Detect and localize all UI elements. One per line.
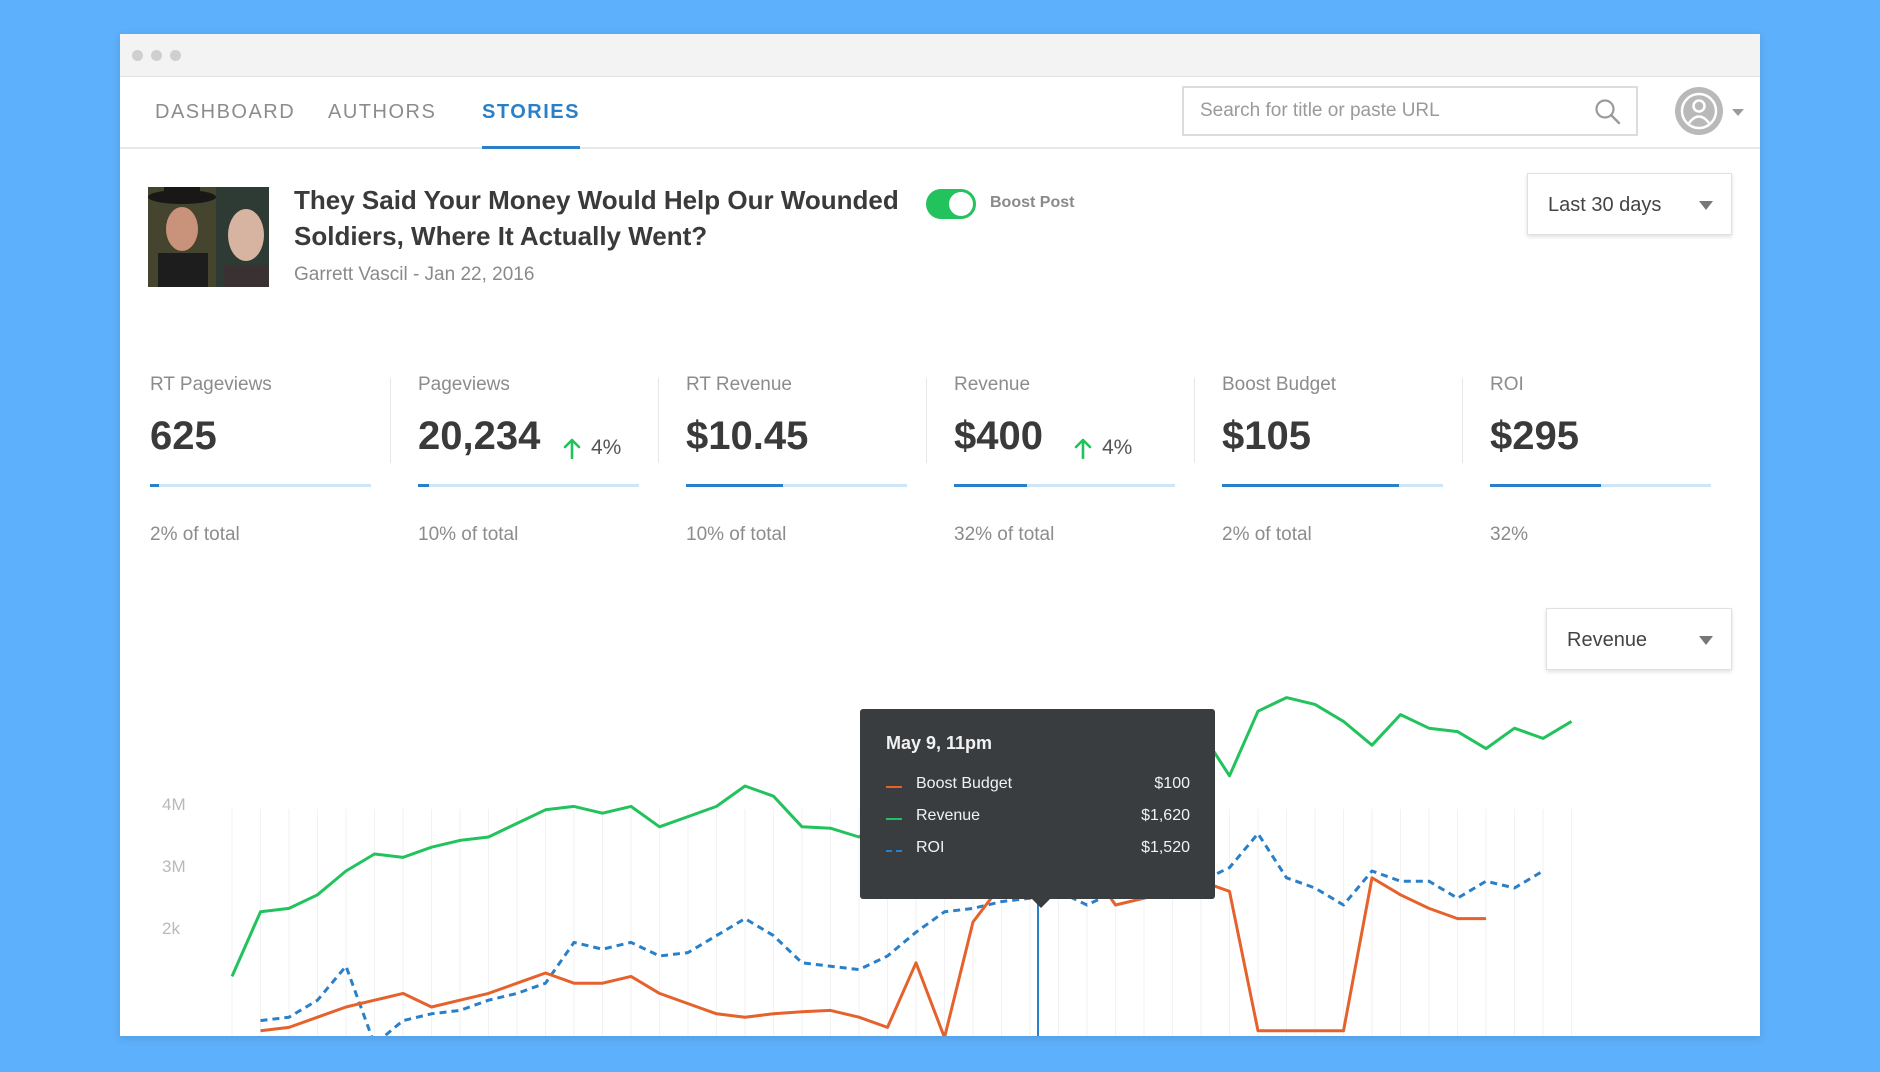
tooltip-row-name: Boost Budget bbox=[916, 775, 1013, 792]
tab-label: DASHBOARD bbox=[155, 101, 296, 123]
window-dot-icon[interactable] bbox=[170, 50, 181, 61]
story-thumbnail bbox=[148, 187, 269, 287]
metric-change-value: 4% bbox=[1102, 436, 1133, 459]
metric-label: Revenue bbox=[954, 374, 1031, 395]
arrow-up-icon bbox=[1074, 439, 1092, 460]
tab-stories[interactable]: STORIES bbox=[482, 77, 580, 149]
metric-progress-fill bbox=[1222, 484, 1399, 487]
metric-value: $105 bbox=[1222, 414, 1311, 458]
tooltip-row-revenue: Revenue $1,620 bbox=[886, 807, 1190, 831]
chart-metric-value: Revenue bbox=[1567, 629, 1648, 651]
metric-footer: 2% of total bbox=[150, 524, 240, 545]
metric-card: ROI $295 32% bbox=[1490, 374, 1715, 574]
tab-authors[interactable]: AUTHORS bbox=[328, 77, 436, 147]
chart-metric-select[interactable]: Revenue bbox=[1546, 608, 1732, 670]
chevron-down-icon[interactable] bbox=[1732, 109, 1744, 116]
series-line-boost-budget bbox=[260, 862, 1486, 1036]
tooltip-title: May 9, 11pm bbox=[886, 733, 993, 753]
tab-dashboard[interactable]: DASHBOARD bbox=[155, 77, 295, 147]
toggle-knob bbox=[949, 192, 973, 216]
tooltip-row-name: ROI bbox=[916, 839, 945, 856]
browser-window: DASHBOARD AUTHORS STORIES They Said Yo bbox=[120, 34, 1760, 1036]
search-input[interactable] bbox=[1184, 88, 1600, 134]
metric-progress-fill bbox=[686, 484, 784, 487]
tooltip-row-name: Revenue bbox=[916, 807, 981, 824]
chevron-down-icon bbox=[1699, 201, 1713, 210]
metric-value: $400 bbox=[954, 414, 1043, 458]
metric-label: Pageviews bbox=[418, 374, 510, 395]
metric-value: 20,234 bbox=[418, 414, 541, 458]
metric-value: $10.45 bbox=[686, 414, 809, 458]
metric-footer: 2% of total bbox=[1222, 524, 1312, 545]
metric-card: Revenue $400 32% of total 4% bbox=[954, 374, 1179, 574]
top-nav: DASHBOARD AUTHORS STORIES bbox=[120, 77, 1760, 149]
metric-progress-bar bbox=[1490, 484, 1711, 487]
series-line-roi bbox=[260, 832, 1544, 1036]
arrow-up-icon bbox=[563, 439, 581, 460]
legend-swatch-icon bbox=[886, 850, 902, 852]
metric-progress-bar bbox=[954, 484, 1175, 487]
legend-swatch-icon bbox=[886, 818, 902, 820]
metric-progress-bar bbox=[1222, 484, 1443, 487]
tab-label: STORIES bbox=[482, 101, 580, 123]
tooltip-row-roi: ROI $1,520 bbox=[886, 839, 1190, 863]
tooltip-pointer bbox=[1032, 899, 1050, 908]
metric-divider bbox=[1194, 378, 1195, 463]
tooltip-row-value: $1,620 bbox=[1141, 807, 1190, 824]
search-box[interactable] bbox=[1182, 86, 1638, 136]
metric-label: Boost Budget bbox=[1222, 374, 1337, 395]
metric-card: Boost Budget $105 2% of total bbox=[1222, 374, 1447, 574]
metric-value: 625 bbox=[150, 414, 217, 458]
metric-footer: 32% of total bbox=[954, 524, 1055, 545]
y-axis-tick-label: 2k bbox=[162, 919, 180, 938]
metric-divider bbox=[390, 378, 391, 463]
metric-label: RT Pageviews bbox=[150, 374, 272, 395]
tooltip-row-boost-budget: Boost Budget $100 bbox=[886, 775, 1190, 799]
metric-divider bbox=[1462, 378, 1463, 463]
boost-post-toggle[interactable] bbox=[926, 189, 976, 219]
metric-progress-bar bbox=[418, 484, 639, 487]
revenue-chart[interactable]: 4M 3M 2k bbox=[120, 34, 1760, 1036]
chevron-down-icon bbox=[1699, 636, 1713, 645]
window-dot-icon[interactable] bbox=[151, 50, 162, 61]
story-title[interactable]: They Said Your Money Would Help Our Woun… bbox=[294, 185, 899, 251]
metric-progress-bar bbox=[686, 484, 907, 487]
date-range-value: Last 30 days bbox=[1548, 194, 1662, 216]
metric-label: ROI bbox=[1490, 374, 1524, 395]
metric-label: RT Revenue bbox=[686, 374, 792, 395]
metric-progress-fill bbox=[418, 484, 430, 487]
metric-card: Pageviews 20,234 10% of total 4% bbox=[418, 374, 643, 574]
y-axis-tick-label: 3M bbox=[162, 857, 186, 876]
metric-change: 4% bbox=[563, 436, 621, 460]
metric-progress-bar bbox=[150, 484, 371, 487]
metric-footer: 10% of total bbox=[686, 524, 787, 545]
window-dot-icon[interactable] bbox=[132, 50, 143, 61]
metric-card: RT Pageviews 625 2% of total bbox=[150, 374, 375, 574]
tooltip-row-value: $1,520 bbox=[1141, 839, 1190, 856]
y-axis-tick-label: 4M bbox=[162, 795, 186, 814]
date-range-select[interactable]: Last 30 days bbox=[1527, 173, 1732, 235]
metric-progress-fill bbox=[1490, 484, 1601, 487]
legend-swatch-icon bbox=[886, 786, 902, 788]
tab-label: AUTHORS bbox=[328, 101, 437, 123]
metric-footer: 10% of total bbox=[418, 524, 519, 545]
chart-tooltip: May 9, 11pm Boost Budget $100 Revenue $1… bbox=[860, 709, 1215, 908]
metric-divider bbox=[658, 378, 659, 463]
window-titlebar bbox=[120, 34, 1760, 77]
metric-change: 4% bbox=[1074, 436, 1132, 460]
search-icon[interactable] bbox=[1594, 98, 1622, 126]
metric-card: RT Revenue $10.45 10% of total bbox=[686, 374, 911, 574]
boost-post-label: Boost Post bbox=[990, 194, 1075, 211]
metric-change-value: 4% bbox=[591, 436, 622, 459]
active-tab-indicator bbox=[482, 146, 580, 149]
tooltip-row-value: $100 bbox=[1154, 775, 1190, 792]
metric-divider bbox=[926, 378, 927, 463]
metric-value: $295 bbox=[1490, 414, 1579, 458]
story-author-date: Garrett Vascil - Jan 22, 2016 bbox=[294, 264, 535, 285]
metric-footer: 32% bbox=[1490, 524, 1529, 545]
metric-progress-fill bbox=[954, 484, 1027, 487]
user-avatar-icon[interactable] bbox=[1674, 86, 1724, 136]
metric-progress-fill bbox=[150, 484, 159, 487]
